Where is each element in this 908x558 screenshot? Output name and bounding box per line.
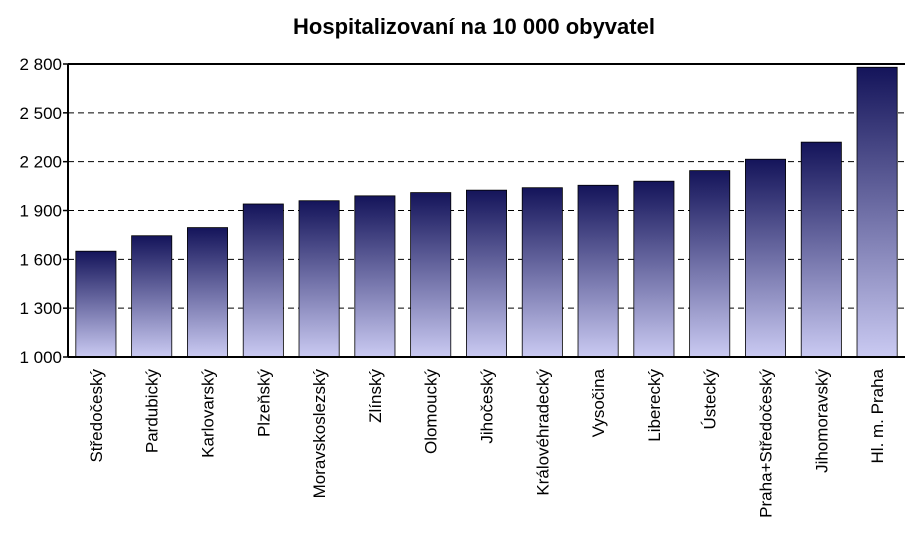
bar — [466, 189, 507, 358]
bar — [521, 187, 563, 358]
bar — [745, 158, 786, 358]
y-tick-label: 1 600 — [19, 250, 62, 269]
y-tick-label: 1 300 — [19, 299, 62, 318]
bar — [187, 227, 228, 358]
x-tick-label: Olomoucký — [422, 369, 441, 455]
x-tick-label: Praha+Středočeský — [757, 369, 776, 518]
bar — [800, 141, 842, 358]
x-tick-label: Karlovarský — [199, 369, 218, 458]
x-tick-label: Královéhradecký — [533, 369, 552, 496]
bar — [75, 250, 117, 358]
x-tick-label: Zlínský — [366, 369, 385, 423]
x-tick-label: Hl. m. Praha — [868, 368, 887, 463]
x-tick-label: Jihočeský — [478, 369, 497, 444]
x-tick-label: Ústecký — [701, 369, 720, 430]
y-tick-label: 2 500 — [19, 104, 62, 123]
chart-title: Hospitalizovaní na 10 000 obyvatel — [293, 14, 655, 39]
x-tick-label: Moravskoslezský — [310, 369, 329, 499]
bar — [298, 200, 340, 358]
bar — [633, 180, 675, 358]
x-tick-label: Vysočina — [589, 368, 608, 437]
bar — [856, 66, 898, 358]
bar — [242, 203, 284, 358]
y-tick-label: 1 900 — [19, 202, 62, 221]
bar — [410, 192, 452, 358]
x-tick-label: Plzeňský — [254, 369, 273, 438]
x-tick-label: Středočeský — [87, 369, 106, 463]
x-tick-label: Pardubický — [143, 369, 162, 454]
y-tick-label: 2 800 — [19, 55, 62, 74]
bar — [577, 184, 619, 358]
bar — [689, 170, 731, 358]
y-tick-label: 1 000 — [19, 348, 62, 367]
x-tick-label: Jihomoravský — [812, 369, 831, 473]
x-tick-label: Liberecký — [645, 369, 664, 442]
y-tick-label: 2 200 — [19, 153, 62, 172]
bar — [354, 195, 396, 358]
bar — [131, 235, 173, 358]
